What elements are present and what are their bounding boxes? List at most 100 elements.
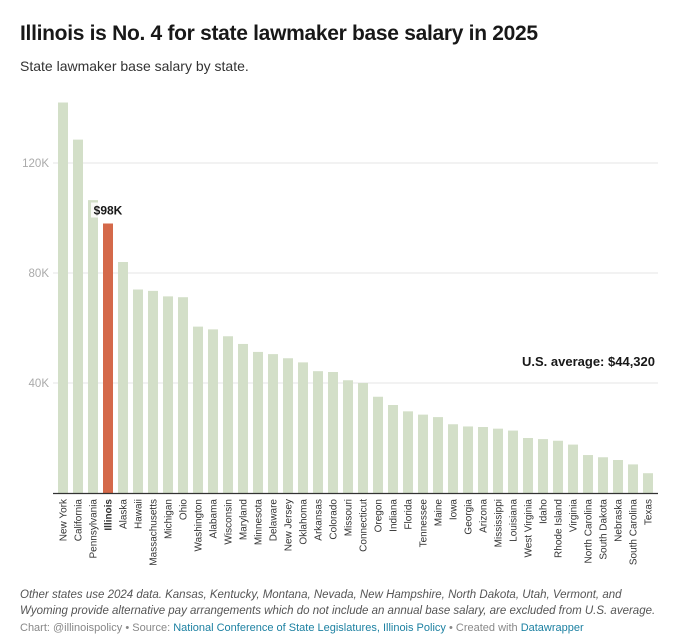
bar-maryland (238, 343, 248, 493)
chart-credit: Chart: @illinoispolicy (20, 622, 123, 634)
source-label: Source: (132, 622, 174, 634)
bar-minnesota (253, 351, 263, 493)
chart-notes: Other states use 2024 data. Kansas, Kent… (20, 589, 656, 617)
bar-arizona (478, 427, 488, 493)
average-label: U.S. average: $44,320 (522, 354, 655, 369)
bar-missouri (343, 380, 353, 493)
bar-south-dakota (598, 457, 608, 493)
byline-separator: • (445, 622, 456, 634)
bar-chart: 40K 80K 120K New York California Pennsylvani… (22, 102, 658, 566)
bar-illinois (103, 223, 113, 493)
category-label: Connecticut (359, 499, 370, 552)
bar-pennsylvania (88, 200, 98, 493)
category-label: Illinois (104, 499, 115, 531)
category-label: West Virginia (524, 499, 535, 558)
y-tick-label: 40K (29, 378, 50, 390)
bar-new-jersey (283, 358, 293, 493)
category-label: Massachusetts (149, 499, 160, 566)
bar-north-carolina (583, 455, 593, 493)
y-tick-label: 120K (22, 158, 49, 170)
category-label: Tennessee (419, 499, 430, 548)
category-label: Missouri (344, 499, 355, 536)
bar-alaska (118, 262, 128, 493)
annotations: $98K U.S. average: $44,320 (91, 202, 655, 369)
gridlines: 40K 80K 120K (22, 158, 658, 390)
category-label: Idaho (539, 499, 550, 524)
category-label: North Carolina (584, 499, 595, 564)
category-label: Maine (434, 499, 445, 527)
bar-arkansas (313, 371, 323, 493)
category-label: Nebraska (614, 499, 625, 542)
bar-indiana (388, 405, 398, 493)
category-label: California (74, 499, 85, 542)
category-label: Minnesota (254, 499, 265, 546)
category-label: Delaware (269, 499, 280, 542)
category-label: Arkansas (314, 499, 325, 541)
bar-texas (643, 473, 653, 493)
category-label: Texas (644, 499, 655, 525)
y-tick-label: 80K (29, 268, 50, 280)
bar-delaware (268, 354, 278, 493)
bar-mississippi (493, 428, 503, 493)
bar-california (73, 139, 83, 493)
bar-florida (403, 411, 413, 493)
source-link[interactable]: National Conference of State Legislature… (173, 622, 446, 634)
bars (58, 102, 653, 493)
created-label: Created with (455, 622, 521, 634)
bar-connecticut (358, 383, 368, 493)
chart-byline: Chart: @illinoispolicy • Source: Nationa… (20, 622, 670, 634)
bar-oregon (373, 396, 383, 493)
category-label: Florida (404, 499, 415, 530)
category-label: Oklahoma (299, 499, 310, 545)
datawrapper-link[interactable]: Datawrapper (520, 622, 584, 634)
byline-separator: • (122, 622, 133, 634)
category-label: Oregon (374, 499, 385, 532)
bar-louisiana (508, 430, 518, 493)
value-label: $98K (94, 204, 123, 218)
bar-oklahoma (298, 362, 308, 493)
category-label: Colorado (329, 499, 340, 540)
bar-new-york (58, 102, 68, 493)
category-label: New York (59, 498, 70, 541)
bar-virginia (568, 444, 578, 493)
category-label: Alaska (119, 499, 130, 529)
bar-hawaii (133, 289, 143, 493)
bar-idaho (538, 439, 548, 493)
bar-wisconsin (223, 336, 233, 493)
category-label: Hawaii (134, 499, 145, 529)
bar-washington (193, 326, 203, 493)
category-label: Wisconsin (224, 499, 235, 545)
bar-ohio (178, 297, 188, 493)
category-label: Virginia (569, 499, 580, 533)
category-label: Indiana (389, 499, 400, 532)
bar-georgia (463, 426, 473, 493)
category-label: Ohio (179, 499, 190, 521)
bar-michigan (163, 296, 173, 493)
bar-massachusetts (148, 290, 158, 493)
category-label: Iowa (449, 499, 460, 521)
category-label: South Dakota (599, 499, 610, 560)
category-label: Louisiana (509, 499, 520, 542)
category-label: Mississippi (494, 499, 505, 547)
bar-colorado (328, 372, 338, 493)
category-label: Georgia (464, 499, 475, 535)
bar-tennessee (418, 414, 428, 493)
category-labels: New York California Pennsylvania Illinois Al… (59, 498, 655, 566)
category-label: Alabama (209, 499, 220, 539)
category-label: Rhode Island (554, 499, 565, 558)
category-label: New Jersey (284, 499, 295, 551)
category-label: Maryland (239, 499, 250, 540)
chart-footer: Other states use 2024 data. Kansas, Kent… (20, 587, 670, 634)
bar-maine (433, 417, 443, 493)
bar-nebraska (613, 460, 623, 493)
category-label: Arizona (479, 499, 490, 533)
chart-title: Illinois is No. 4 for state lawmaker bas… (20, 22, 538, 45)
bar-west-virginia (523, 438, 533, 493)
bar-iowa (448, 424, 458, 493)
bar-south-carolina (628, 464, 638, 493)
category-label: Pennsylvania (89, 499, 100, 559)
category-label: Michigan (164, 499, 175, 539)
category-label: Washington (194, 499, 205, 551)
chart-subtitle: State lawmaker base salary by state. (20, 58, 249, 74)
category-label: South Carolina (629, 499, 640, 566)
